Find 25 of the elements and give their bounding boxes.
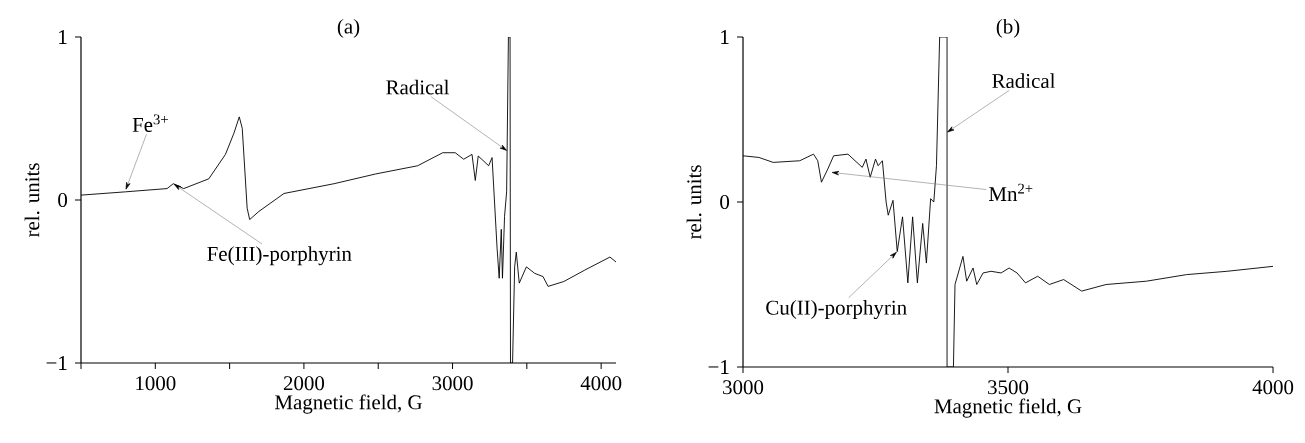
chart-title: (b) (996, 18, 1020, 38)
annotation: Fe(III)-porphyrin (207, 246, 352, 266)
y-axis-title: rel. units (686, 165, 702, 240)
annotation: Radical (992, 73, 1056, 89)
x-tick-label: 3500 (988, 380, 1029, 395)
chart-title: (a) (337, 18, 360, 38)
y-tick-label: −1 (708, 360, 729, 374)
annotation: Mn$^{2+}$ (989, 183, 1033, 201)
x-axis-title: Magnetic field, G (275, 394, 422, 414)
annotation: Cu(II)-porphyrin (766, 299, 907, 320)
x-tick-label: 2000 (283, 376, 325, 391)
y-tick-label: 1 (721, 30, 729, 44)
x-tick-label: 4000 (580, 376, 622, 391)
y-tick-label: −1 (46, 356, 67, 370)
x-tick-label: 1000 (136, 376, 176, 391)
annotation: Fe$^{3+}$ (132, 114, 168, 132)
y-axis-title: rel. units (24, 163, 40, 238)
y-tick-label: 0 (58, 192, 68, 208)
x-tick-label: 4000 (1252, 380, 1294, 395)
annotation: Radical (386, 79, 450, 95)
y-tick-label: 0 (720, 194, 730, 210)
x-axis-title: Magnetic field, G (934, 398, 1082, 418)
x-tick-label: 3000 (723, 380, 764, 395)
x-tick-label: 3000 (432, 376, 473, 391)
y-tick-label: 1 (59, 30, 67, 44)
